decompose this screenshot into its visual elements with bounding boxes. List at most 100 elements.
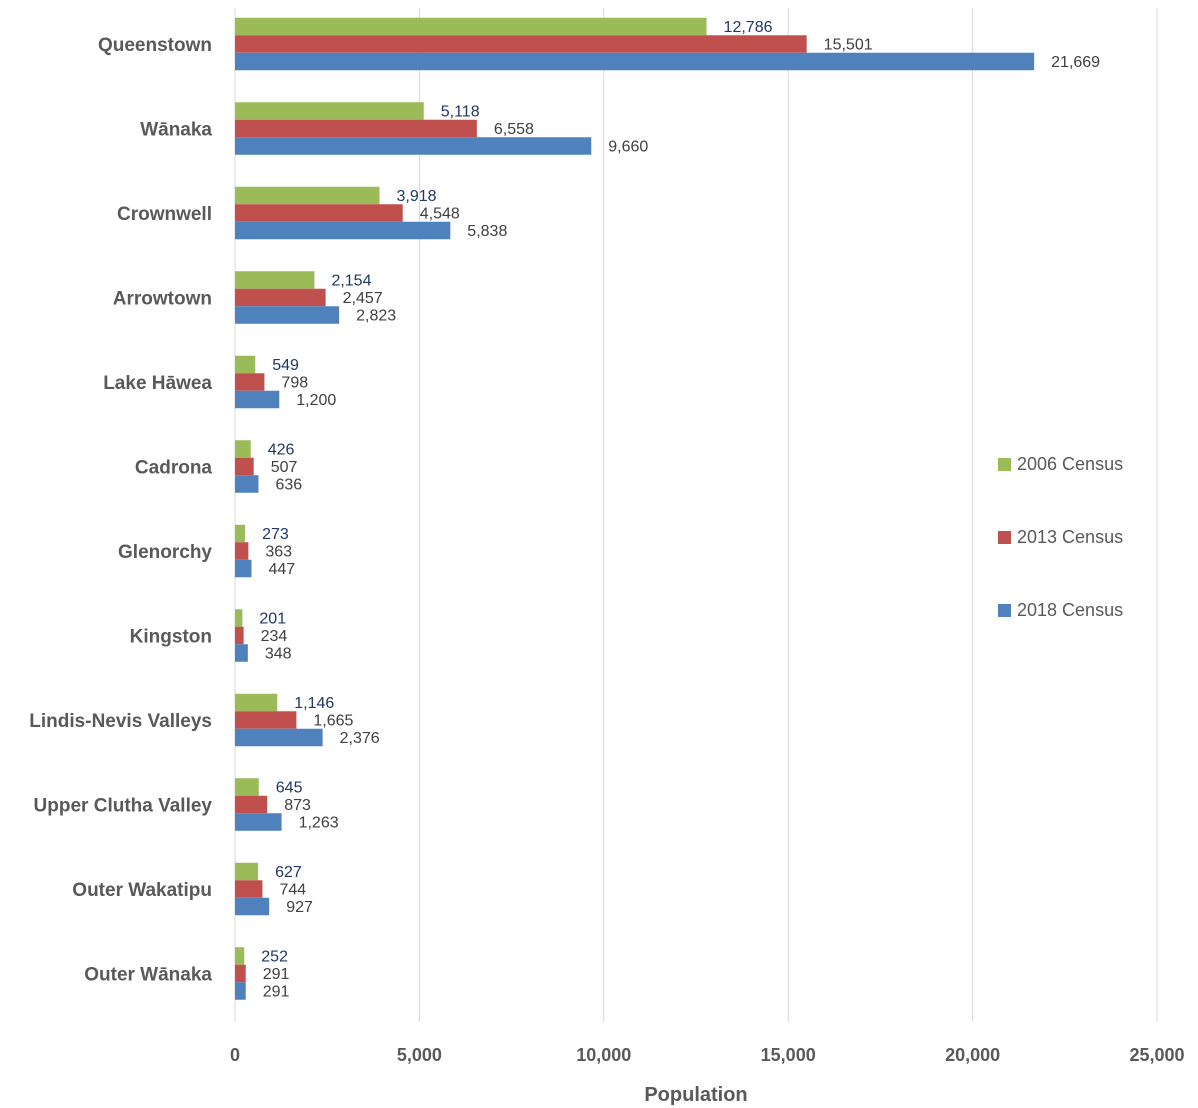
data-label: 12,786: [724, 19, 773, 36]
data-label: 6,558: [494, 121, 534, 138]
bar-2006-census: [235, 102, 424, 120]
data-label: 15,501: [824, 36, 873, 53]
bar-2018-census: [235, 982, 246, 1000]
category-label: Queenstown: [98, 35, 212, 56]
data-label: 636: [275, 476, 302, 493]
x-tick-labels: 0 5,000 10,000 15,000 20,000 25,000: [230, 1045, 1185, 1065]
data-label: 348: [265, 645, 292, 662]
data-label: 2,457: [343, 290, 383, 307]
data-label: 507: [271, 459, 298, 476]
data-label: 927: [286, 899, 313, 916]
bar-2018-census: [235, 559, 252, 578]
category-label: Outer Wakatipu: [72, 880, 212, 901]
category-label: Crownwell: [117, 204, 212, 225]
data-label: 5,118: [441, 103, 480, 120]
category-label: Upper Clutha Valley: [34, 796, 213, 817]
bar-2018-census: [235, 897, 270, 916]
bar-2006-census: [235, 186, 380, 205]
bar-2013-census: [235, 542, 249, 560]
bar-2013-census: [235, 204, 403, 222]
bar-2018-census: [235, 475, 259, 493]
data-label: 645: [276, 779, 303, 796]
bar-2006-census: [235, 609, 243, 627]
bar-2006-census: [235, 778, 259, 796]
bar-2013-census: [235, 795, 268, 814]
data-label: 291: [263, 983, 290, 1000]
category-label: Outer Wānaka: [84, 965, 212, 986]
bar-2006-census: [235, 947, 245, 965]
bar-2006-census: [235, 440, 251, 458]
legend-item: 2006 Census: [998, 454, 1123, 474]
x-tick-label: 0: [230, 1045, 240, 1065]
x-axis-title: Population: [644, 1084, 747, 1106]
bar-2006-census: [235, 355, 256, 374]
x-tick-label: 25,000: [1129, 1045, 1184, 1065]
bar-2013-census: [235, 119, 477, 138]
data-label: 627: [275, 864, 302, 881]
category-label: Lake Hāwea: [103, 373, 212, 394]
x-tick-label: 10,000: [576, 1045, 631, 1065]
data-label: 252: [261, 948, 288, 965]
bar-2013-census: [235, 964, 246, 983]
bar-2018-census: [235, 644, 248, 662]
legend-label: 2018 Census: [1017, 600, 1123, 620]
legend-swatch: [998, 531, 1011, 544]
gridlines: [234, 8, 1158, 1022]
x-tick-label: 20,000: [945, 1045, 1000, 1065]
bar-2006-census: [235, 862, 259, 881]
data-label: 4,548: [420, 205, 460, 222]
category-labels: Queenstown Wānaka Crownwell Arrowtown Lake H…: [29, 35, 212, 986]
data-label: 2,376: [340, 730, 380, 747]
data-label: 426: [268, 441, 295, 458]
data-label: 201: [259, 610, 286, 627]
bar-2013-census: [235, 373, 265, 391]
data-label: 744: [279, 881, 306, 898]
data-label: 9,660: [608, 138, 648, 155]
data-label: 3,918: [396, 188, 436, 205]
data-label: 5,838: [467, 223, 507, 240]
category-label: Wānaka: [140, 120, 212, 141]
bar-2013-census: [235, 626, 244, 645]
data-label: 1,263: [299, 814, 339, 831]
bar-2013-census: [235, 35, 807, 53]
bar-2018-census: [235, 137, 592, 155]
x-tick-label: 5,000: [397, 1045, 442, 1065]
data-label: 2,154: [331, 272, 371, 289]
data-label: 549: [272, 357, 299, 374]
bar-2018-census: [235, 52, 1035, 71]
legend-swatch: [998, 604, 1011, 617]
data-label: 1,146: [294, 695, 334, 712]
bar-2013-census: [235, 457, 254, 476]
legend-label: 2006 Census: [1017, 454, 1123, 474]
bar-2018-census: [235, 306, 340, 324]
bar-2013-census: [235, 711, 297, 729]
data-label: 447: [268, 561, 295, 578]
category-label: Cadrona: [135, 458, 213, 479]
bar-2006-census: [235, 693, 278, 712]
bar-2013-census: [235, 288, 326, 307]
bar-2018-census: [235, 728, 323, 747]
bar-2013-census: [235, 880, 263, 898]
data-label: 1,200: [296, 392, 336, 409]
bar-2006-census: [235, 524, 246, 543]
legend-item: 2018 Census: [998, 600, 1123, 620]
category-label: Kingston: [130, 627, 212, 648]
bar-2006-census: [235, 17, 707, 36]
data-label: 2,823: [356, 307, 396, 324]
bars: [235, 17, 1035, 1000]
data-label: 1,665: [313, 712, 353, 729]
legend-swatch: [998, 458, 1011, 471]
data-label: 798: [281, 374, 308, 391]
legend: 2006 Census 2013 Census 2018 Census: [998, 454, 1123, 620]
data-label: 873: [284, 797, 311, 814]
legend-label: 2013 Census: [1017, 527, 1123, 547]
data-label: 21,669: [1051, 54, 1100, 71]
bar-2018-census: [235, 390, 280, 409]
data-labels: 12,786 15,501 21,669 5,118 6,558 9,660 3,9184,…: [259, 19, 1100, 1001]
data-label: 234: [261, 628, 288, 645]
data-label: 291: [263, 966, 290, 983]
category-label: Lindis-Nevis Valleys: [29, 711, 212, 732]
data-label: 273: [262, 526, 289, 543]
data-label: 363: [265, 543, 292, 560]
